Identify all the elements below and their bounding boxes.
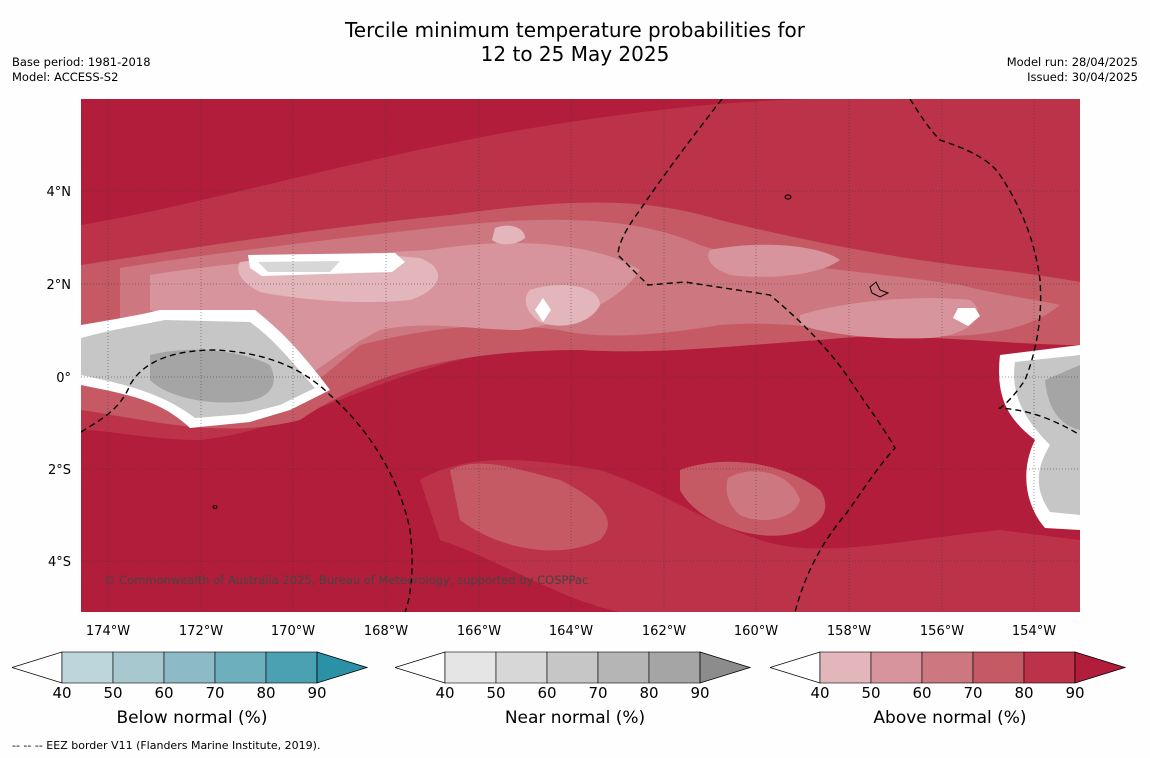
colorbar-segment [921,651,974,684]
colorbar-low-extend [393,651,446,684]
colorbar-below-normal [10,651,369,684]
legend-near-normal: Near normal (%) 40 50 60 70 80 90 [393,650,755,730]
meta-left: Base period: 1981-2018 Model: ACCESS-S2 [12,55,151,85]
lat-label: 2°N [47,278,72,293]
colorbar-segment [972,651,1025,684]
lon-label: 154°W [1012,624,1056,639]
colorbar-segment [444,651,497,684]
lon-label: 160°W [734,624,778,639]
colorbar-high-extend [1074,651,1127,684]
colorbar-tick-label: 60 [154,684,174,702]
band-50-mid [708,244,840,277]
lon-label: 162°W [642,624,686,639]
colorbar-segment [61,651,114,684]
band-50-east [800,298,978,339]
colorbar-low-extend [768,651,821,684]
probability-field: © Commonwealth of Australia 2025, Bureau… [81,99,1080,612]
lat-label: 2°S [48,463,71,478]
colorbar-segment [495,651,548,684]
band-70-south [450,463,608,551]
copyright-note: © Commonwealth of Australia 2025, Bureau… [104,573,588,587]
islands [212,194,890,509]
lon-label: 172°W [179,624,223,639]
colorbar-tick-label: 90 [1065,684,1085,702]
colorbar-tick-label: 80 [256,684,276,702]
colorbar-tick-label: 60 [537,684,557,702]
colorbar-near-normal [393,651,752,684]
colorbar-tick-label: 90 [307,684,327,702]
colorbar-high-extend [316,651,369,684]
lon-label: 168°W [364,624,408,639]
model-run: Model run: 28/04/2025 [1006,55,1138,69]
eez-border-east [909,99,1080,436]
colorbar-above-normal [768,651,1127,684]
colorbar-segment [112,651,165,684]
colorbar-segment [870,651,923,684]
colorbar-tick-label: 40 [810,684,830,702]
title-line-2: 12 to 25 May 2025 [480,42,670,66]
colorbar-low-extend [10,651,63,684]
near-normal-strip-fill [258,261,340,272]
lon-label: 166°W [457,624,501,639]
near-normal-west-core [150,349,274,403]
title-line-1: Tercile minimum temperature probabilitie… [344,18,806,42]
base-period: Base period: 1981-2018 [12,55,151,69]
issued-date: Issued: 30/04/2025 [1027,70,1138,84]
colorbar-segment [214,651,267,684]
colorbar-tick-label: 70 [963,684,983,702]
model-name: Model: ACCESS-S2 [12,70,119,84]
colorbar-tick-label: 80 [1014,684,1034,702]
white-spot-1 [535,298,551,322]
legend-below-normal: Below normal (%) 40 50 60 70 80 90 [10,650,372,730]
legend-title-below-normal: Below normal (%) [116,708,268,728]
colorbar-segment [546,651,599,684]
colorbar-tick-label: 50 [486,684,506,702]
meta-right: Model run: 28/04/2025 Issued: 30/04/2025 [1007,55,1138,85]
legend-title-above-normal: Above normal (%) [873,708,1027,728]
lon-label: 174°W [86,624,130,639]
colorbar-tick-label: 50 [103,684,123,702]
island-1 [784,194,792,200]
colorbar-tick-label: 70 [588,684,608,702]
colorbar-segment [163,651,216,684]
colorbar-tick-label: 50 [861,684,881,702]
colorbar-segment [819,651,872,684]
band-60-south [726,471,800,520]
lon-label: 156°W [920,624,964,639]
lat-label: 4°N [47,185,72,200]
colorbar-segment [265,651,318,684]
band-40-c [492,225,525,245]
white-spot-2 [953,308,980,326]
near-normal-east-core [1045,365,1080,430]
colorbar-high-extend [699,651,752,684]
latitude-labels: 4°N 2°N 0° 2°S 4°S [47,185,72,570]
eez-borders [81,99,1080,612]
colorbar-tick-label: 40 [435,684,455,702]
colorbar-tick-label: 60 [912,684,932,702]
eez-border-west [81,349,413,612]
chart-title: Tercile minimum temperature probabilitie… [0,18,1150,66]
colorbar-segment [648,651,701,684]
colorbar-tick-label: 40 [52,684,72,702]
lon-label: 170°W [271,624,315,639]
colorbar-segment [597,651,650,684]
lon-label: 158°W [827,624,871,639]
lon-label: 164°W [549,624,593,639]
legend-title-near-normal: Near normal (%) [504,708,646,728]
island-3 [212,505,218,509]
colorbar-tick-label: 80 [639,684,659,702]
lat-label: 0° [56,371,71,386]
band-80-east [930,103,1080,200]
colorbar-tick-label: 90 [690,684,710,702]
island-2 [869,281,890,298]
longitude-labels: 174°W 172°W 170°W 168°W 166°W 164°W 162°W 160°W… [86,624,1056,639]
map-panel: © Commonwealth of Australia 2025, Bureau… [47,99,1080,639]
legend-above-normal: Above normal (%) 40 50 60 70 80 90 [768,650,1130,730]
colorbar-tick-label: 70 [205,684,225,702]
lat-label: 4°S [48,555,71,570]
eez-footnote: -- -- -- EEZ border V11 (Flanders Marine… [12,739,321,752]
colorbar-segment [1023,651,1076,684]
